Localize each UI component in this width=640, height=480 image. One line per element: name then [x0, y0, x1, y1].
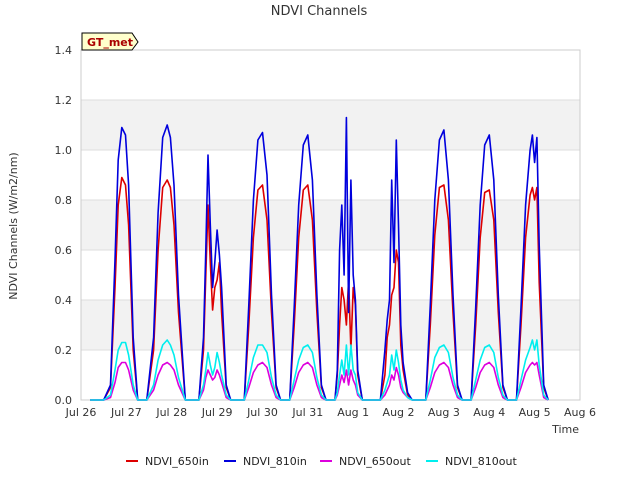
y-tick-label: 1.0 [55, 144, 73, 157]
x-tick-labels: Jul 26 Jul 27 Jul 28 Jul 29 Jul 30 Jul 31 Aug … [65, 406, 596, 419]
site-badge-shape [81, 32, 139, 51]
legend-label: NDVI_650out [339, 455, 411, 468]
y-tick-label: 0.4 [55, 294, 73, 307]
x-tick-label: Jul 27 [110, 406, 142, 419]
x-tick-label: Jul 31 [291, 406, 323, 419]
background-band [81, 150, 580, 200]
x-tick-label: Aug 5 [519, 406, 551, 419]
site-badge: GT_met [81, 32, 139, 51]
x-tick-label: Aug 1 [337, 406, 369, 419]
x-tick-label: Jul 29 [201, 406, 233, 419]
background-band [81, 50, 580, 100]
y-tick-label: 0.2 [55, 344, 73, 357]
series-line-ndvi-810out [90, 339, 549, 401]
background-band [81, 200, 580, 250]
x-tick-label: Jul 26 [65, 406, 97, 419]
x-axis-label: Time [551, 423, 579, 436]
y-tick-label: 1.4 [55, 44, 73, 57]
y-tick-label: 0.6 [55, 244, 73, 257]
series-lines [90, 116, 549, 401]
legend-label: NDVI_810in [243, 455, 307, 468]
site-badge-text: GT_met [87, 36, 133, 49]
chart-title: NDVI Channels [271, 4, 368, 19]
x-tick-label: Aug 4 [473, 406, 505, 419]
background-band [81, 300, 580, 350]
legend: NDVI_650in NDVI_810in NDVI_650out NDVI_810o… [126, 455, 517, 468]
background-band [81, 100, 580, 150]
x-tick-label: Jul 28 [155, 406, 187, 419]
y-tick-labels: 0.0 0.2 0.4 0.6 0.8 1.0 1.2 1.4 [55, 44, 73, 407]
x-tick-label: Aug 3 [428, 406, 460, 419]
y-axis-label: NDVI Channels (W/m2/nm) [7, 152, 20, 299]
background-bands [81, 50, 580, 400]
legend-label: NDVI_650in [145, 455, 209, 468]
x-tick-label: Aug 2 [383, 406, 415, 419]
x-tick-label: Jul 30 [246, 406, 278, 419]
background-band [81, 350, 580, 400]
legend-label: NDVI_810out [445, 455, 517, 468]
y-tick-label: 0.0 [55, 394, 73, 407]
x-tick-label: Aug 6 [564, 406, 596, 419]
y-tick-label: 1.2 [55, 94, 73, 107]
y-tick-label: 0.8 [55, 194, 73, 207]
